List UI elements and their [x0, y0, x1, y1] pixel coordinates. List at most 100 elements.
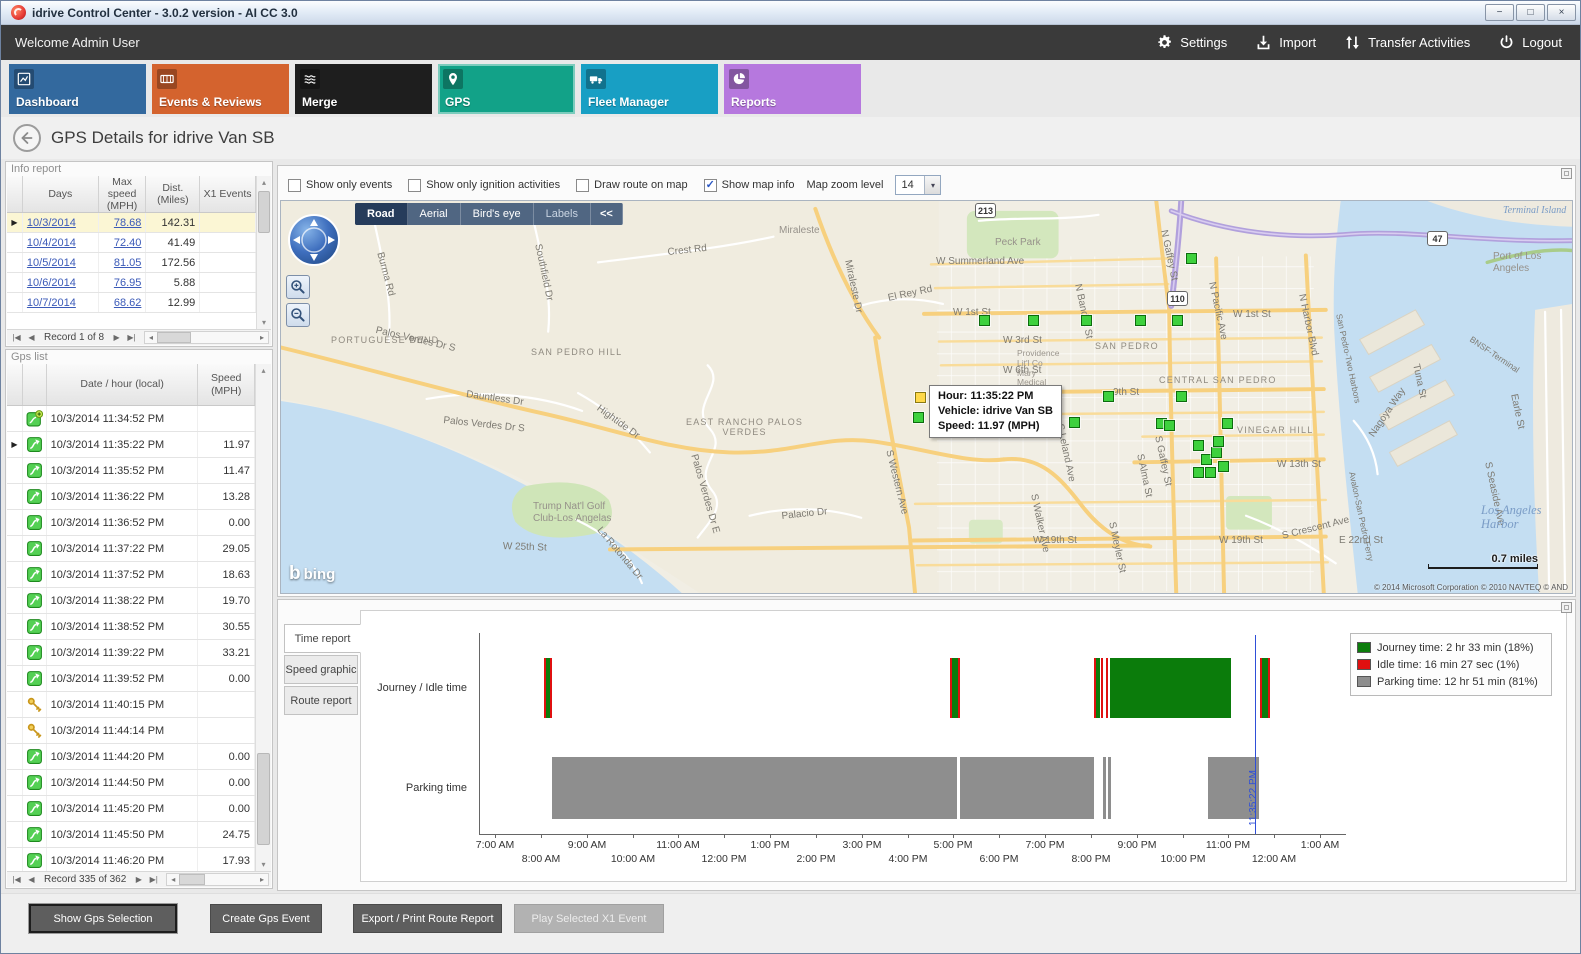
info-report-row[interactable]: 10/7/2014 68.62 12.99: [7, 293, 256, 313]
info-report-row[interactable]: ▶ 10/3/2014 78.68 142.31: [7, 213, 256, 233]
days-link[interactable]: 10/6/2014: [26, 276, 76, 289]
map-style-tab-road[interactable]: Road: [355, 203, 408, 225]
gps-list-row[interactable]: 10/3/2014 11:40:15 PM: [7, 692, 255, 718]
maximize-button[interactable]: □: [1516, 4, 1545, 21]
scrollbar-thumb[interactable]: [179, 874, 206, 885]
pan-compass[interactable]: [287, 213, 341, 267]
days-link[interactable]: 10/5/2014: [26, 256, 76, 269]
gps-marker[interactable]: [1193, 467, 1204, 478]
checkbox-draw-route-on-map[interactable]: Draw route on map: [576, 178, 688, 192]
gps-marker[interactable]: [1176, 391, 1187, 402]
scrollbar-thumb[interactable]: [257, 753, 270, 845]
scroll-left-icon[interactable]: ◂: [149, 333, 154, 342]
scroll-up-icon[interactable]: ▴: [261, 178, 266, 187]
gps-marker[interactable]: [913, 412, 924, 423]
gps-list-row[interactable]: 10/3/2014 11:44:14 PM: [7, 718, 255, 744]
scrollbar-thumb[interactable]: [157, 332, 192, 343]
gps-marker[interactable]: [1186, 253, 1197, 264]
info-report-vscrollbar[interactable]: ▴ ▾: [256, 176, 271, 329]
gps-list-row[interactable]: 10/3/2014 11:38:22 PM 19.70: [7, 588, 255, 614]
scrollbar-track[interactable]: [157, 332, 256, 343]
gps-marker[interactable]: [1213, 436, 1224, 447]
create-gps-event-button[interactable]: Create Gps Event: [210, 904, 322, 933]
gps-marker[interactable]: [1193, 440, 1204, 451]
max-speed-link[interactable]: 78.68: [113, 216, 142, 229]
gps-list-row[interactable]: 10/3/2014 11:39:52 PM 0.00: [7, 666, 255, 692]
max-speed-link[interactable]: 76.95: [113, 276, 142, 289]
pager-first-button[interactable]: |◀: [12, 875, 21, 884]
gps-marker[interactable]: [1222, 418, 1233, 429]
nav-tile-reports[interactable]: Reports: [724, 64, 861, 114]
checkbox-show-only-ignition-activities[interactable]: Show only ignition activities: [408, 178, 560, 192]
max-speed-link[interactable]: 68.62: [113, 296, 142, 309]
topbar-action-settings[interactable]: Settings: [1156, 34, 1227, 51]
gps-list-row[interactable]: 10/3/2014 11:46:20 PM 17.93: [7, 848, 255, 871]
gps-list-row[interactable]: 10/3/2014 11:38:52 PM 30.55: [7, 614, 255, 640]
scrollbar-thumb[interactable]: [258, 191, 270, 233]
map-style-tab-aerial[interactable]: Aerial: [408, 203, 461, 225]
gps-marker[interactable]: [1103, 391, 1114, 402]
scroll-down-icon[interactable]: ▾: [261, 860, 266, 869]
gps-marker[interactable]: [1218, 461, 1229, 472]
nav-tile-gps[interactable]: GPS: [438, 64, 575, 114]
nav-tile-merge[interactable]: Merge: [295, 64, 432, 114]
gps-marker[interactable]: [1135, 315, 1146, 326]
pager-prev-button[interactable]: ◀: [28, 875, 35, 884]
gps-marker[interactable]: [1164, 420, 1175, 431]
checkbox-show-only-events[interactable]: Show only events: [288, 178, 392, 192]
topbar-action-logout[interactable]: Logout: [1498, 34, 1562, 51]
gps-list-row[interactable]: 10/3/2014 11:44:50 PM 0.00: [7, 770, 255, 796]
gps-marker[interactable]: [1205, 467, 1216, 478]
show-gps-selection-button[interactable]: Show Gps Selection: [29, 904, 177, 933]
days-link[interactable]: 10/3/2014: [26, 216, 76, 229]
gps-list-row[interactable]: 10/3/2014 11:36:52 PM 0.00: [7, 510, 255, 536]
gps-list-row[interactable]: ▶ 10/3/2014 11:35:22 PM 11.97: [7, 432, 255, 458]
collapse-chart-panel-button[interactable]: [1561, 602, 1572, 613]
chart-tab-time-report[interactable]: Time report: [284, 624, 361, 653]
scroll-right-icon[interactable]: ▸: [259, 333, 264, 342]
info-report-row[interactable]: 10/4/2014 72.40 41.49: [7, 233, 256, 253]
gps-list-row[interactable]: 10/3/2014 11:45:20 PM 0.00: [7, 796, 255, 822]
gps-list-vscrollbar[interactable]: ▴ ▾: [255, 364, 271, 871]
max-speed-link[interactable]: 72.40: [113, 236, 142, 249]
back-button[interactable]: [13, 124, 41, 152]
pager-last-button[interactable]: ▶|: [149, 875, 158, 884]
scroll-up-icon[interactable]: ▴: [261, 366, 266, 375]
gps-marker[interactable]: [1069, 417, 1080, 428]
map-style-tab-labels[interactable]: Labels: [534, 203, 591, 225]
zoom-in-button[interactable]: [286, 275, 310, 299]
map-style-tab-bird-s-eye[interactable]: Bird's eye: [461, 203, 534, 225]
pager-last-button[interactable]: ▶|: [127, 333, 136, 342]
days-link[interactable]: 10/7/2014: [26, 296, 76, 309]
scrollbar-track[interactable]: [179, 874, 256, 885]
gps-marker-selected[interactable]: [915, 392, 926, 403]
info-report-row[interactable]: 10/6/2014 76.95 5.88: [7, 273, 256, 293]
days-link[interactable]: 10/4/2014: [26, 236, 76, 249]
export-print-route-report-button[interactable]: Export / Print Route Report: [353, 904, 502, 933]
gps-marker[interactable]: [1081, 315, 1092, 326]
checkbox-show-map-info[interactable]: ✓ Show map info: [703, 178, 794, 192]
gps-list-row[interactable]: 10/3/2014 11:45:50 PM 24.75: [7, 822, 255, 848]
topbar-action-import[interactable]: Import: [1255, 34, 1316, 51]
max-speed-link[interactable]: 81.05: [113, 256, 142, 269]
gps-marker[interactable]: [979, 315, 990, 326]
pager-horizontal-scrollbar[interactable]: ◂ ▸: [166, 873, 269, 886]
gps-list-row[interactable]: 10/3/2014 11:35:52 PM 11.47: [7, 458, 255, 484]
info-report-row[interactable]: 10/5/2014 81.05 172.56: [7, 253, 256, 273]
chart-tab-route-report[interactable]: Route report: [284, 686, 358, 715]
gps-list-row[interactable]: 10/3/2014 11:44:20 PM 0.00: [7, 744, 255, 770]
pager-next-button[interactable]: ▶: [113, 333, 120, 342]
nav-tile-events-reviews[interactable]: Events & Reviews: [152, 64, 289, 114]
chart-tab-speed-graphic[interactable]: Speed graphic: [284, 655, 358, 684]
gps-list-row[interactable]: 10/3/2014 11:39:22 PM 33.21: [7, 640, 255, 666]
map-zoom-select[interactable]: 14 ▾: [895, 175, 942, 195]
gps-marker[interactable]: [1211, 447, 1222, 458]
pager-horizontal-scrollbar[interactable]: ◂ ▸: [144, 331, 269, 344]
close-button[interactable]: ×: [1547, 4, 1576, 21]
scroll-right-icon[interactable]: ▸: [259, 875, 264, 884]
pager-prev-button[interactable]: ◀: [28, 333, 35, 342]
map-canvas[interactable]: Miraleste Miraleste Dr Crest Rd Burma Rd Sou…: [280, 200, 1573, 594]
scroll-down-icon[interactable]: ▾: [261, 318, 266, 327]
collapse-map-panel-button[interactable]: [1561, 168, 1572, 179]
gps-marker[interactable]: [1172, 315, 1183, 326]
